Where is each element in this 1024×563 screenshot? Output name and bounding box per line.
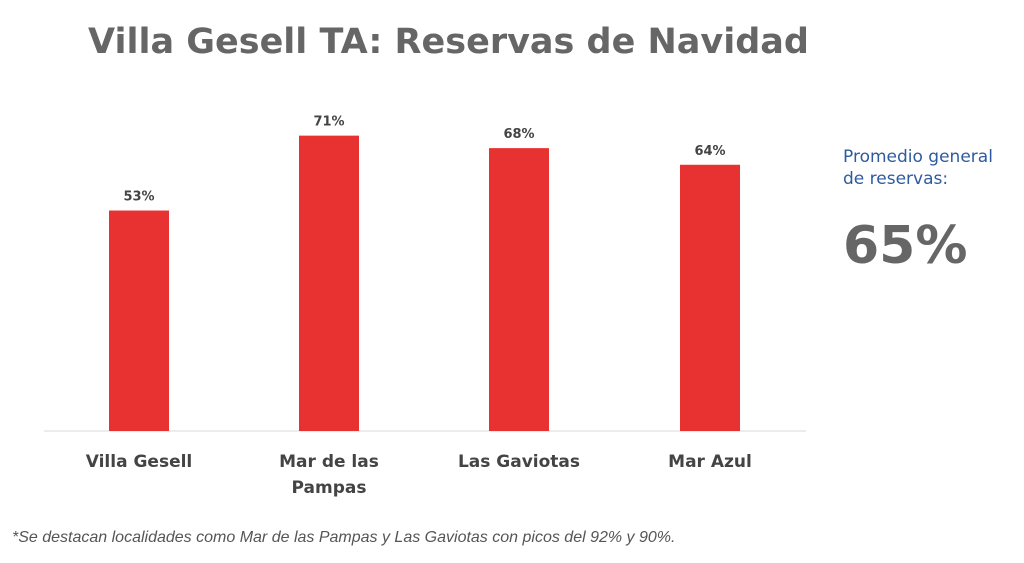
bar-2	[299, 135, 359, 431]
data-label-3: 68%	[503, 127, 534, 142]
bar-3	[489, 148, 549, 431]
data-label-2: 71%	[313, 115, 344, 130]
data-labels-group: 53% 71% 68% 64%	[123, 115, 725, 205]
bars-group	[109, 135, 740, 431]
data-label-1: 53%	[123, 190, 154, 205]
footnote: *Se destacan localidades como Mar de las…	[12, 529, 676, 546]
category-label-3: Las Gaviotas	[458, 452, 580, 472]
data-label-4: 64%	[694, 144, 725, 159]
category-label-2: Mar de las Pampas	[279, 452, 379, 498]
category-label-4: Mar Azul	[668, 452, 752, 472]
bar-4	[680, 164, 740, 431]
category-labels-group: Villa Gesell Mar de las Pampas Las Gaviotas…	[86, 452, 752, 498]
category-label-1: Villa Gesell	[86, 452, 193, 472]
bar-1	[109, 210, 169, 431]
average-label: Promedio general de reservas:	[843, 147, 993, 189]
chart-title: Villa Gesell TA: Reservas de Navidad	[88, 22, 809, 62]
average-value: 65%	[843, 216, 968, 276]
